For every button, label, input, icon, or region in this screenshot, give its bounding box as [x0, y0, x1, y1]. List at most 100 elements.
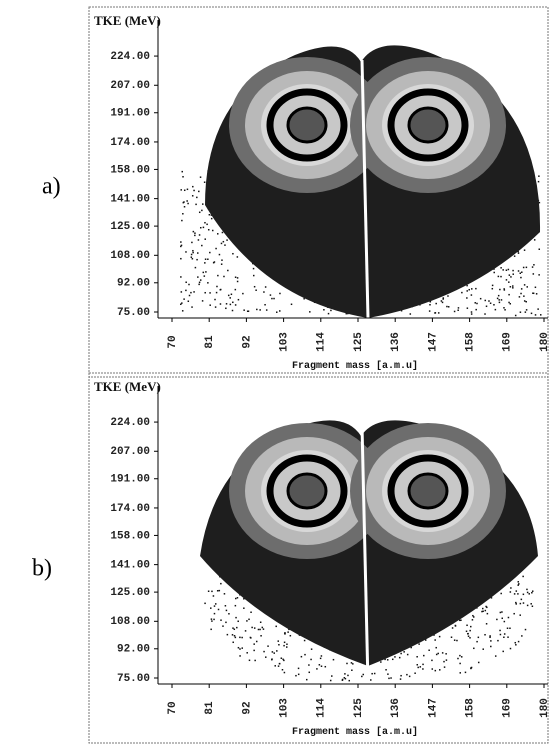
- noise-dot: [526, 588, 528, 591]
- noise-dot: [434, 312, 437, 314]
- panel: b) TKE (MeV) 75.00 92.00 108.00 125.00 141.00 1…: [32, 372, 551, 744]
- noise-dot: [515, 601, 517, 604]
- noise-dot: [509, 627, 511, 630]
- noise-dot: [243, 309, 245, 311]
- noise-dot: [213, 605, 216, 607]
- noise-dot: [246, 310, 249, 312]
- noise-dot: [502, 269, 504, 271]
- noise-dot: [435, 646, 437, 649]
- noise-dot: [204, 262, 206, 264]
- noise-dot: [526, 604, 529, 607]
- noise-dot: [300, 655, 303, 658]
- noise-dot: [310, 648, 313, 650]
- noise-dot: [399, 678, 402, 680]
- noise-dot: [519, 602, 522, 605]
- noise-dot: [470, 667, 472, 670]
- y-tick-label: 125.00: [110, 587, 150, 599]
- noise-dot: [441, 652, 444, 654]
- noise-dot: [223, 593, 226, 595]
- noise-dot: [476, 640, 478, 643]
- noise-dot: [530, 312, 533, 315]
- noise-dot: [470, 313, 473, 315]
- noise-dot: [344, 677, 347, 680]
- noise-dot: [520, 292, 522, 295]
- noise-dot: [204, 291, 206, 294]
- noise-dot: [198, 190, 200, 193]
- noise-dot: [195, 203, 197, 206]
- noise-dot: [235, 616, 237, 619]
- noise-dot: [283, 641, 286, 644]
- noise-dot: [211, 620, 213, 622]
- noise-dot: [370, 679, 372, 681]
- noise-dot: [460, 619, 462, 621]
- noise-dot: [253, 285, 256, 288]
- noise-dot: [182, 213, 184, 215]
- noise-dot: [522, 602, 525, 604]
- y-tick-label: 92.00: [117, 644, 150, 656]
- noise-dot: [422, 668, 424, 670]
- noise-dot: [523, 249, 526, 251]
- noise-dot: [257, 628, 260, 631]
- density-map: [200, 420, 538, 685]
- y-tick-label: 108.00: [110, 250, 150, 262]
- noise-dot: [194, 232, 196, 234]
- noise-dot: [534, 314, 537, 316]
- noise-dot: [512, 269, 514, 272]
- noise-dot: [433, 634, 435, 636]
- noise-dot: [384, 658, 386, 661]
- noise-dot: [274, 665, 276, 667]
- noise-dot: [509, 647, 512, 650]
- noise-dot: [431, 659, 433, 662]
- noise-dot: [346, 662, 348, 665]
- noise-dot: [236, 626, 238, 629]
- noise-dot: [251, 626, 253, 629]
- noise-dot: [491, 284, 494, 287]
- noise-dot: [199, 279, 202, 281]
- noise-dot: [428, 649, 430, 652]
- noise-dot: [248, 659, 251, 662]
- noise-dot: [206, 223, 208, 226]
- noise-dot: [538, 201, 541, 204]
- noise-dot: [488, 300, 490, 302]
- noise-dot: [530, 603, 532, 605]
- noise-dot: [213, 618, 215, 621]
- noise-dot: [207, 258, 209, 260]
- y-tick-label: 174.00: [110, 137, 150, 149]
- noise-dot: [440, 300, 443, 302]
- x-tick-label: 125: [353, 332, 365, 352]
- contour-level: [286, 106, 328, 144]
- noise-dot: [419, 666, 422, 668]
- noise-dot: [187, 202, 189, 205]
- panel-label: a): [42, 174, 61, 200]
- noise-dot: [489, 302, 492, 304]
- noise-dot: [210, 618, 213, 620]
- noise-dot: [534, 286, 537, 289]
- noise-dot: [532, 273, 535, 275]
- noise-dot: [502, 650, 504, 653]
- y-tick-label: 207.00: [110, 446, 150, 458]
- y-tick-label: 158.00: [110, 164, 150, 176]
- noise-dot: [472, 616, 475, 618]
- noise-dot: [234, 636, 237, 639]
- noise-dot: [219, 289, 222, 291]
- noise-dot: [198, 211, 201, 214]
- noise-dot: [522, 593, 525, 596]
- x-tick-label: 103: [279, 698, 291, 718]
- noise-dot: [457, 657, 459, 660]
- noise-dot: [332, 658, 335, 661]
- noise-dot: [196, 258, 198, 261]
- noise-dot: [468, 288, 470, 291]
- noise-dot: [521, 271, 523, 273]
- noise-dot: [387, 673, 389, 675]
- noise-dot: [469, 637, 471, 639]
- noise-dot: [466, 624, 468, 627]
- noise-dot: [290, 303, 293, 306]
- noise-dot: [424, 639, 427, 641]
- noise-dot: [533, 264, 535, 266]
- noise-dot: [475, 287, 477, 290]
- noise-dot: [183, 206, 186, 208]
- noise-dot: [406, 673, 408, 676]
- noise-dot: [435, 653, 438, 656]
- noise-dot: [443, 660, 445, 663]
- noise-dot: [507, 268, 510, 271]
